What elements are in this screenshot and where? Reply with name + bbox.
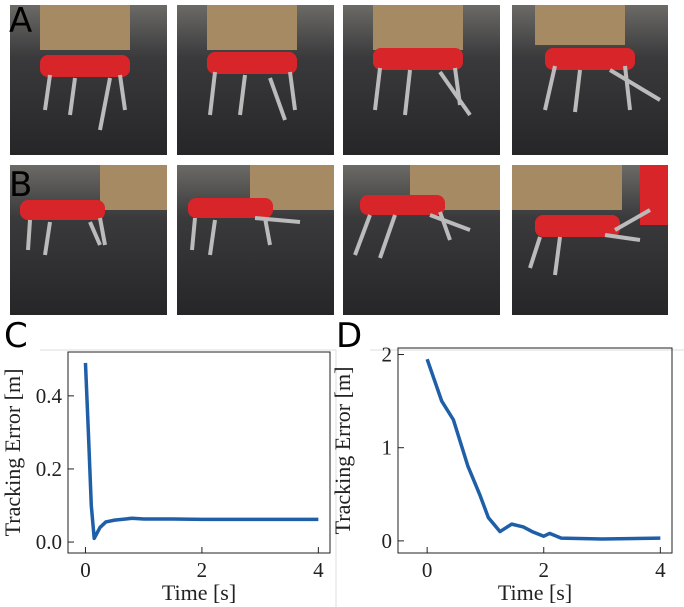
x-axis-label: Time [s] [162,580,236,605]
y-tick-label: 0.2 [36,457,62,481]
photo-row-a [10,5,668,155]
y-tick-label: 0.0 [36,530,62,554]
x-tick-label: 4 [313,558,324,582]
data-line [83,362,319,541]
plot-frame [397,347,673,554]
y-axis-label: Tracking Error [m] [330,367,355,535]
panel-label: D [336,316,362,356]
x-tick-label: 4 [655,558,666,582]
data-line [425,358,661,541]
panel-label: C [4,316,28,356]
panel-label: B [9,165,32,205]
x-tick-label: 0 [80,558,91,582]
x-tick-label: 2 [197,558,208,582]
x-axis-label: Time [s] [498,580,572,605]
x-tick-label: 0 [422,558,433,582]
panel-label: A [9,1,32,41]
y-tick-label: 1 [382,436,393,460]
photos [10,5,668,315]
y-tick-label: 0 [382,529,393,553]
plot-frame [67,351,331,554]
y-tick-label: 2 [382,343,393,367]
photo-row-b [10,165,668,315]
y-axis-label: Tracking Error [m] [0,369,25,537]
y-tick-label: 0.4 [36,384,63,408]
x-tick-label: 2 [538,558,549,582]
